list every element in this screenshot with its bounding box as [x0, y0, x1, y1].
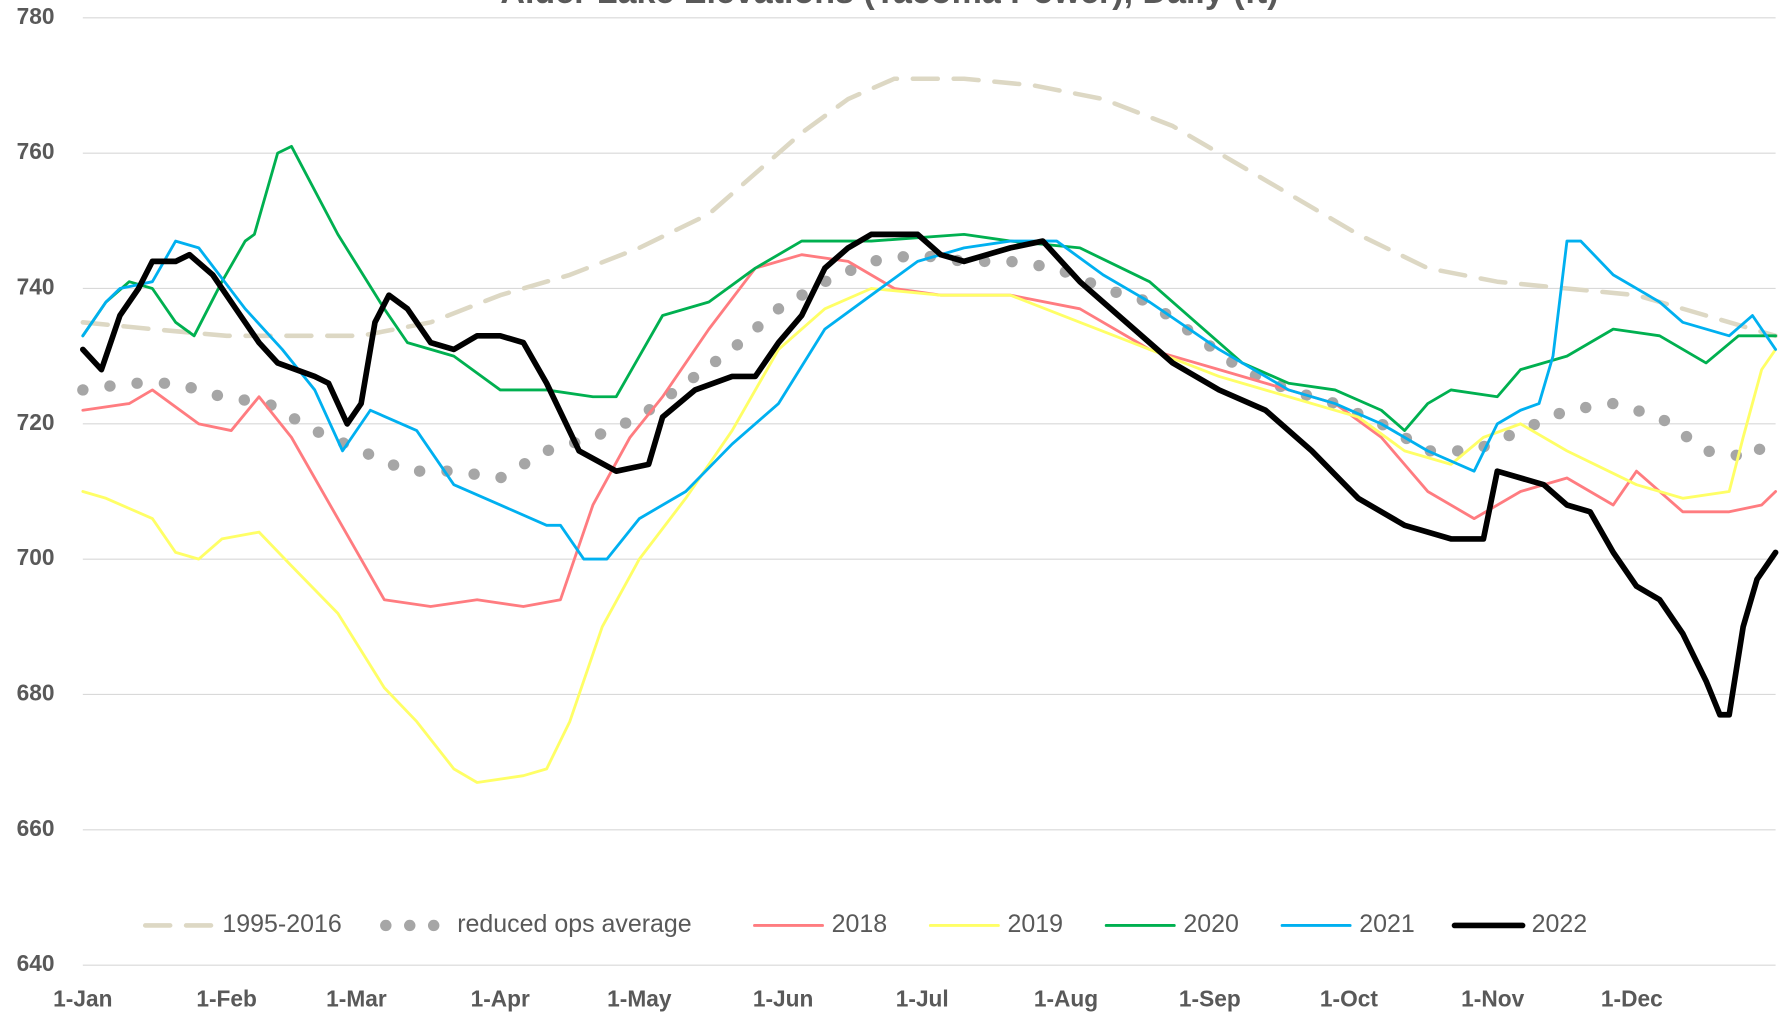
- y-tick-label: 680: [17, 679, 55, 705]
- x-tick-label: 1-Apr: [471, 985, 530, 1011]
- series-line: [81, 287, 1778, 784]
- x-tick-label: 1-Sep: [1179, 985, 1241, 1011]
- legend-label: 2018: [832, 910, 888, 938]
- y-tick-label: 740: [17, 273, 55, 299]
- x-tick-label: 1-Oct: [1320, 985, 1378, 1011]
- x-tick-label: 1-Jan: [53, 985, 112, 1011]
- series-line: [79, 231, 1779, 718]
- series-line: [77, 249, 1779, 484]
- y-tick-label: 660: [17, 815, 55, 841]
- x-tick-label: 1-Feb: [196, 985, 257, 1011]
- legend-label: 2020: [1183, 910, 1239, 938]
- x-tick-label: 1-Nov: [1461, 985, 1524, 1011]
- legend-label: 2022: [1532, 910, 1588, 938]
- y-tick-label: 720: [17, 409, 55, 435]
- legend-label: 2021: [1359, 910, 1415, 938]
- y-tick-label: 780: [17, 3, 55, 29]
- x-tick-label: 1-Jul: [896, 985, 949, 1011]
- x-tick-label: 1-Jun: [753, 985, 814, 1011]
- legend-label: reduced ops average: [457, 910, 691, 938]
- series-line: [81, 144, 1778, 432]
- series-line: [80, 76, 1778, 339]
- grid: 640 660 680 700 720 740 760 780 1-Jan 1-Feb 1-Mar 1…: [17, 3, 1776, 1011]
- x-tick-label: 1-Aug: [1034, 985, 1098, 1011]
- plot-area: [77, 76, 1779, 784]
- chart-title: Alder Lake Elevations (Tacoma Power), Da…: [500, 0, 1278, 11]
- y-tick-label: 640: [17, 950, 55, 976]
- x-tick-label: 1-May: [607, 985, 672, 1011]
- x-tick-label: 1-Mar: [326, 985, 387, 1011]
- legend-label: 1995-2016: [222, 910, 341, 938]
- series-line: [81, 253, 1778, 608]
- legend: 1995-2016 reduced ops average 2018 2019 2020…: [142, 910, 1588, 938]
- y-tick-label: 700: [17, 544, 55, 570]
- y-tick-label: 760: [17, 138, 55, 164]
- x-tick-label: 1-Dec: [1601, 985, 1663, 1011]
- series-line: [81, 239, 1778, 561]
- legend-label: 2019: [1007, 910, 1063, 938]
